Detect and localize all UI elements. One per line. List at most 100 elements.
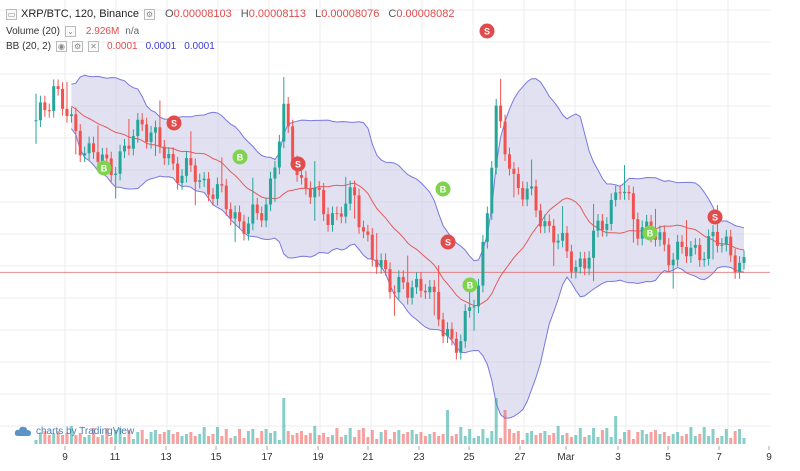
candle-body <box>733 255 737 273</box>
volume-bar <box>344 435 348 444</box>
x-axis-label: 5 <box>665 452 671 463</box>
candle-body <box>388 269 392 293</box>
volume-bar <box>388 439 392 444</box>
volume-bar <box>662 432 666 444</box>
candle-body <box>614 192 618 200</box>
signal-label: S <box>484 27 490 37</box>
candle-body <box>715 231 719 246</box>
volume-bar <box>136 432 140 444</box>
volume-bar <box>300 431 303 444</box>
candle-body <box>158 127 162 147</box>
bb-close-icon[interactable]: ✕ <box>88 41 100 52</box>
volume-bar <box>211 434 215 444</box>
volume-bar <box>114 430 118 444</box>
candle-body <box>481 241 485 286</box>
candle-body <box>583 258 587 269</box>
cloud-icon <box>14 426 32 436</box>
x-axis-label: 9 <box>62 452 68 463</box>
candle-body <box>729 236 733 256</box>
volume-dropdown-icon[interactable]: ⌄ <box>64 26 76 37</box>
volume-bar <box>556 426 560 444</box>
volume-bar <box>543 431 547 444</box>
volume-bar <box>193 436 197 444</box>
candle-body <box>742 257 746 263</box>
volume-bar <box>295 433 299 444</box>
volume-bar <box>423 436 427 444</box>
candle-body <box>366 231 370 235</box>
volume-bar <box>592 428 596 444</box>
volume-bar <box>317 435 321 444</box>
volume-bar <box>83 437 87 444</box>
bb-settings-icon[interactable]: ⚙ <box>72 41 84 52</box>
candle-body <box>198 180 202 182</box>
volume-bar <box>277 440 281 444</box>
candle-body <box>313 187 317 198</box>
collapse-icon[interactable]: ▭ <box>6 8 17 20</box>
volume-bar <box>432 432 436 444</box>
tradingview-watermark[interactable]: charts by TradingView <box>14 425 134 437</box>
candle-body <box>153 127 157 133</box>
candle-body <box>605 223 609 230</box>
volume-bar <box>437 436 441 444</box>
volume-bar <box>233 436 237 444</box>
volume-bar <box>158 434 162 444</box>
signal-label: S <box>445 238 451 248</box>
settings-icon[interactable]: ⚙ <box>144 8 156 20</box>
candle-body <box>724 236 728 245</box>
candle-body <box>552 225 556 243</box>
candle-body <box>282 103 286 142</box>
candle-body <box>578 258 582 267</box>
candle-body <box>569 251 573 272</box>
volume-bar <box>503 410 507 444</box>
candle-body <box>61 88 65 109</box>
candle-body <box>538 210 542 227</box>
bb-visibility-icon[interactable]: ◉ <box>56 41 68 52</box>
volume-bar <box>711 429 715 444</box>
volume-bar <box>215 427 219 444</box>
candle-body <box>587 257 591 269</box>
volume-bar <box>720 436 724 444</box>
volume-bar <box>366 437 370 444</box>
candle-body <box>680 241 684 247</box>
sell-marker <box>440 234 456 250</box>
volume-bar <box>428 434 432 444</box>
volume-bar <box>441 434 445 444</box>
candle-body <box>415 278 419 288</box>
volume-bar <box>600 430 604 444</box>
close-value: 0.00008082 <box>396 8 455 20</box>
candle-body <box>344 203 348 217</box>
volume-bar <box>401 434 405 444</box>
volume-bar <box>605 428 609 444</box>
candle-body <box>446 328 450 337</box>
x-axis-label: 9 <box>766 452 772 463</box>
volume-bar <box>693 436 697 444</box>
candle-body <box>693 244 697 248</box>
volume-bar <box>450 436 454 444</box>
candle-body <box>547 221 551 226</box>
volume-bar <box>167 430 171 444</box>
volume-bar <box>654 430 657 444</box>
candle-body <box>379 260 383 268</box>
buy-marker <box>642 225 658 241</box>
volume-bar <box>123 437 126 444</box>
candle-body <box>503 121 507 155</box>
volume-bar <box>569 437 573 444</box>
candle-body <box>671 259 675 266</box>
candle-body <box>136 119 140 137</box>
volume-bar <box>65 433 69 444</box>
x-axis-label: 13 <box>160 452 172 463</box>
volume-bar <box>229 438 233 444</box>
volume-bar <box>485 438 489 444</box>
candle-body <box>574 266 578 272</box>
candle-body <box>255 204 259 214</box>
volume-bar <box>304 435 308 444</box>
candle-body <box>384 260 388 270</box>
volume-bar <box>614 416 618 444</box>
x-axis-label: 27 <box>514 452 526 463</box>
bb-lower-line <box>70 128 745 419</box>
volume-bar <box>361 428 365 444</box>
volume-bar <box>326 437 330 444</box>
candle-body <box>105 154 109 159</box>
volume-bar <box>574 435 578 444</box>
